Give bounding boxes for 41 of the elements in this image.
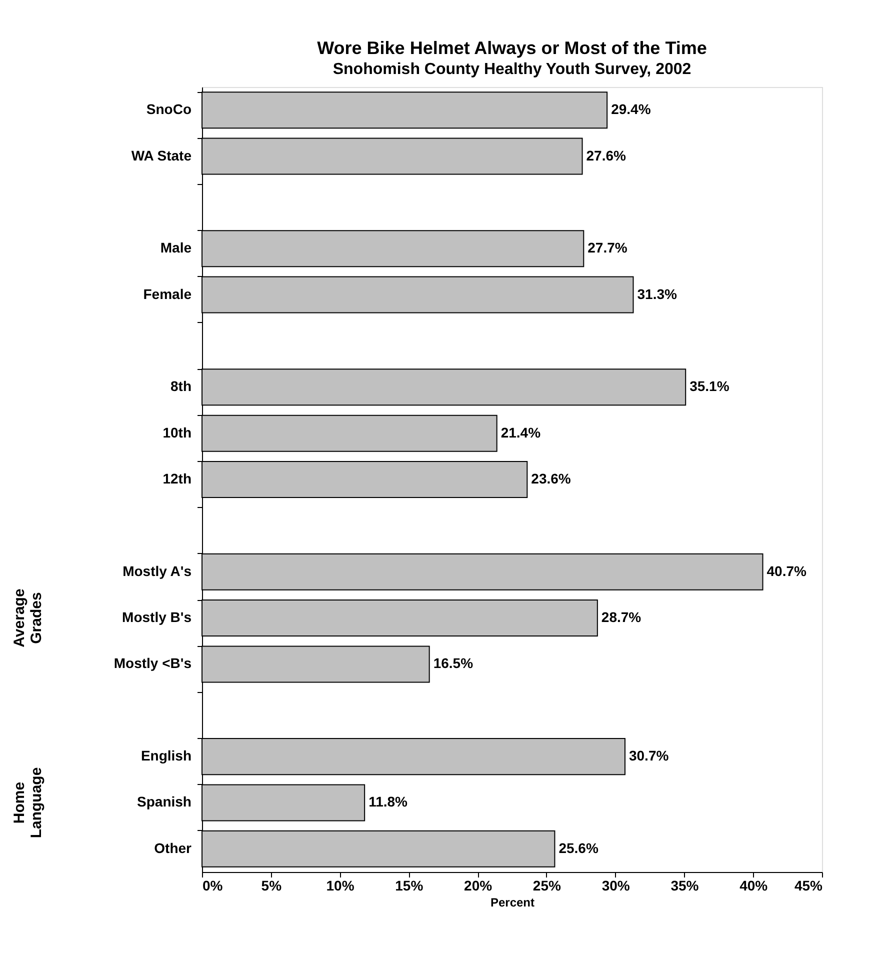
data-label: 25.6% xyxy=(558,840,599,856)
x-tick-label: 10% xyxy=(326,878,355,894)
y-tick-label: Female xyxy=(143,286,192,302)
data-label: 31.3% xyxy=(637,286,678,302)
x-tick-label: 15% xyxy=(395,878,424,894)
data-label: 11.8% xyxy=(368,794,408,810)
data-label: 21.4% xyxy=(500,424,542,440)
data-label: 27.7% xyxy=(588,240,628,256)
y-tick-label: Spanish xyxy=(137,794,192,810)
data-label: 35.1% xyxy=(690,378,730,394)
y-tick-label: 8th xyxy=(170,378,192,394)
y-tick-label: Mostly <B's xyxy=(114,655,192,672)
text: Home Language xyxy=(11,767,45,838)
x-tick-label: 30% xyxy=(602,878,630,894)
x-tick-label: 5% xyxy=(261,878,282,894)
data-label: 28.7% xyxy=(601,609,642,626)
y-tick-label: Male xyxy=(160,240,192,256)
chart-subtitle: Snohomish County Healthy Youth Survey, 2002 xyxy=(332,61,692,78)
x-axis-title: Percent xyxy=(490,896,535,910)
y-tick-label: 10th xyxy=(162,424,192,440)
x-tick-label: 20% xyxy=(464,878,493,894)
y-tick-label: WA State xyxy=(131,147,192,164)
y-tick-label: English xyxy=(140,748,192,764)
text: Average Grades xyxy=(11,588,45,648)
y-tick-label: Mostly A's xyxy=(122,562,192,579)
data-label: 30.7% xyxy=(628,748,670,764)
y-tick-label: 12th xyxy=(162,470,192,486)
x-tick-label: 35% xyxy=(670,878,700,894)
y-tick-label: Other xyxy=(154,840,192,856)
x-tick-label: 45% xyxy=(794,878,824,894)
data-label: 27.6% xyxy=(586,147,627,164)
chart-title: Wore Bike Helmet Always or Most of the Time xyxy=(317,38,707,58)
x-tick-label: 25% xyxy=(532,878,562,894)
y-tick-label: Mostly B's xyxy=(122,609,192,626)
x-tick-label: 0% xyxy=(202,878,224,894)
x-tick-label: 40% xyxy=(740,878,768,894)
data-label: 23.6% xyxy=(531,470,572,486)
data-label: 29.4% xyxy=(611,101,652,118)
data-label: 40.7% xyxy=(766,562,808,579)
y-tick-label: SnoCo xyxy=(146,101,192,118)
data-label: 16.5% xyxy=(433,655,474,672)
